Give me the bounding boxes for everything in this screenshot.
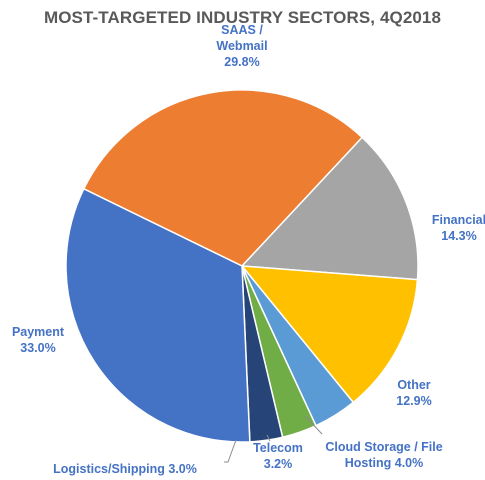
data-label-telecom: Telecom 3.2% (253, 441, 303, 471)
data-label-cloud-storage-file-hosting: Cloud Storage / File Hosting 4.0% (325, 440, 442, 470)
data-label-logistics-shipping: Logistics/Shipping 3.0% (53, 462, 197, 476)
chart-title: MOST-TARGETED INDUSTRY SECTORS, 4Q2018 (43, 8, 442, 27)
pie-slice-payment (65, 187, 251, 443)
pie-slice-other (240, 265, 419, 404)
leader-line-logistics-shipping (224, 439, 237, 463)
data-label-payment: Payment 33.0% (12, 325, 65, 355)
leader-line-cloud-storage-file-hosting (304, 415, 323, 435)
data-label-financial: Financial 14.3% (432, 213, 485, 243)
data-label-saas-webmail: SAAS / Webmail 29.8% (216, 23, 267, 69)
leader-line-telecom (266, 434, 271, 442)
pie-slice-financial (240, 136, 419, 281)
data-label-other: Other 12.9% (396, 378, 431, 408)
